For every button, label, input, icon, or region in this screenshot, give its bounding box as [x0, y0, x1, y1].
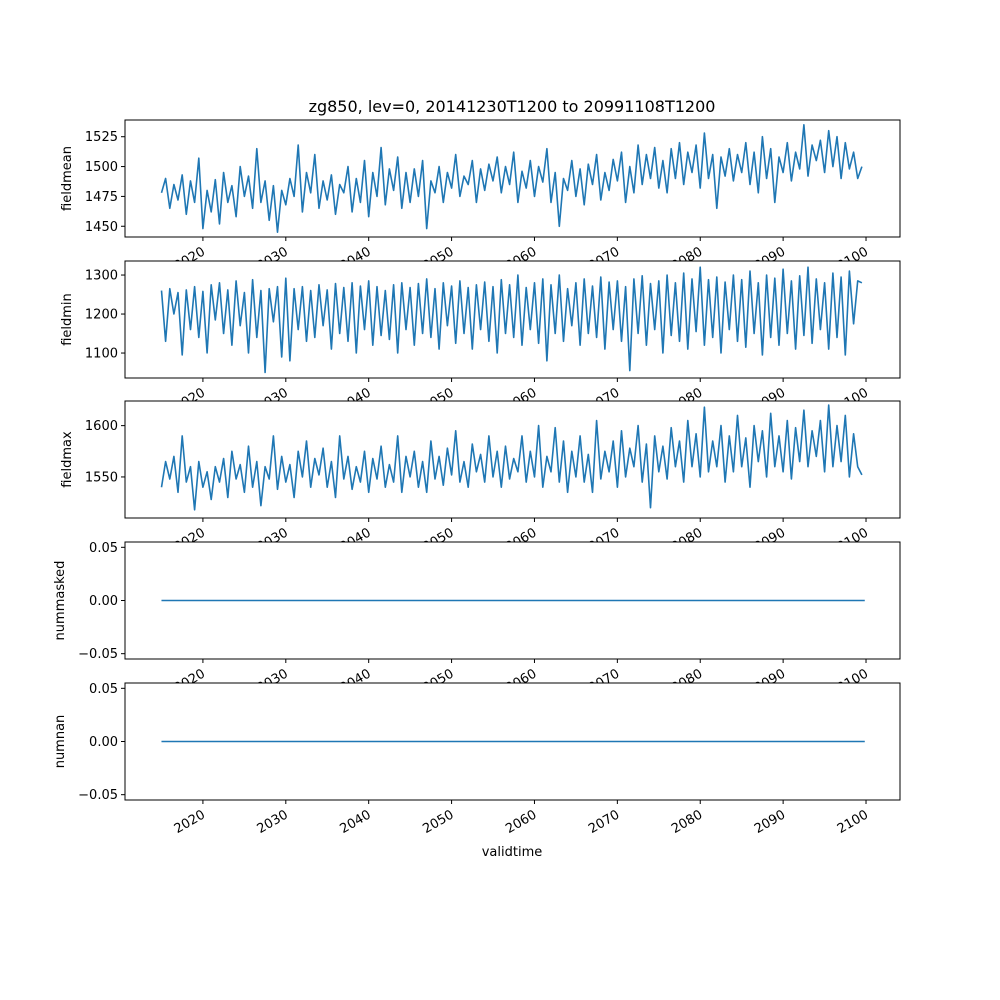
chart-title: zg850, lev=0, 20141230T1200 to 20991108T…: [309, 97, 716, 116]
y-tick-label: 1450: [85, 220, 118, 235]
fieldmax-line: [160, 404, 863, 511]
y-tick-label: 1300: [85, 269, 118, 284]
y-tick-label: 1550: [85, 470, 118, 485]
axes-frame: [124, 400, 901, 519]
y-tick-label: 0.05: [89, 541, 118, 556]
x-axis-label: validtime: [482, 845, 543, 860]
y-axis-label: nummasked: [53, 561, 68, 641]
y-tick-label: −0.05: [78, 647, 118, 662]
y-axis-label: fieldmean: [60, 146, 75, 211]
axes-frame: [124, 260, 901, 379]
y-tick-label: 0.05: [89, 682, 118, 697]
y-axis-label: fieldmax: [60, 431, 75, 488]
y-tick-label: −0.05: [78, 788, 118, 803]
y-tick-label: 1500: [85, 160, 118, 175]
y-tick-label: 1600: [85, 419, 118, 434]
fieldmean-line: [160, 124, 863, 233]
axes-frame: [124, 119, 901, 238]
y-tick-label: 0.00: [89, 594, 118, 609]
y-axis-label: numnan: [53, 715, 68, 769]
y-tick-label: 1200: [85, 308, 118, 323]
y-tick-label: 1475: [85, 190, 118, 205]
y-axis-label: fieldmin: [60, 293, 75, 346]
y-tick-label: 0.00: [89, 735, 118, 750]
y-tick-label: 1525: [85, 130, 118, 145]
y-tick-label: 1100: [85, 347, 118, 362]
fieldmin-line: [160, 266, 863, 374]
